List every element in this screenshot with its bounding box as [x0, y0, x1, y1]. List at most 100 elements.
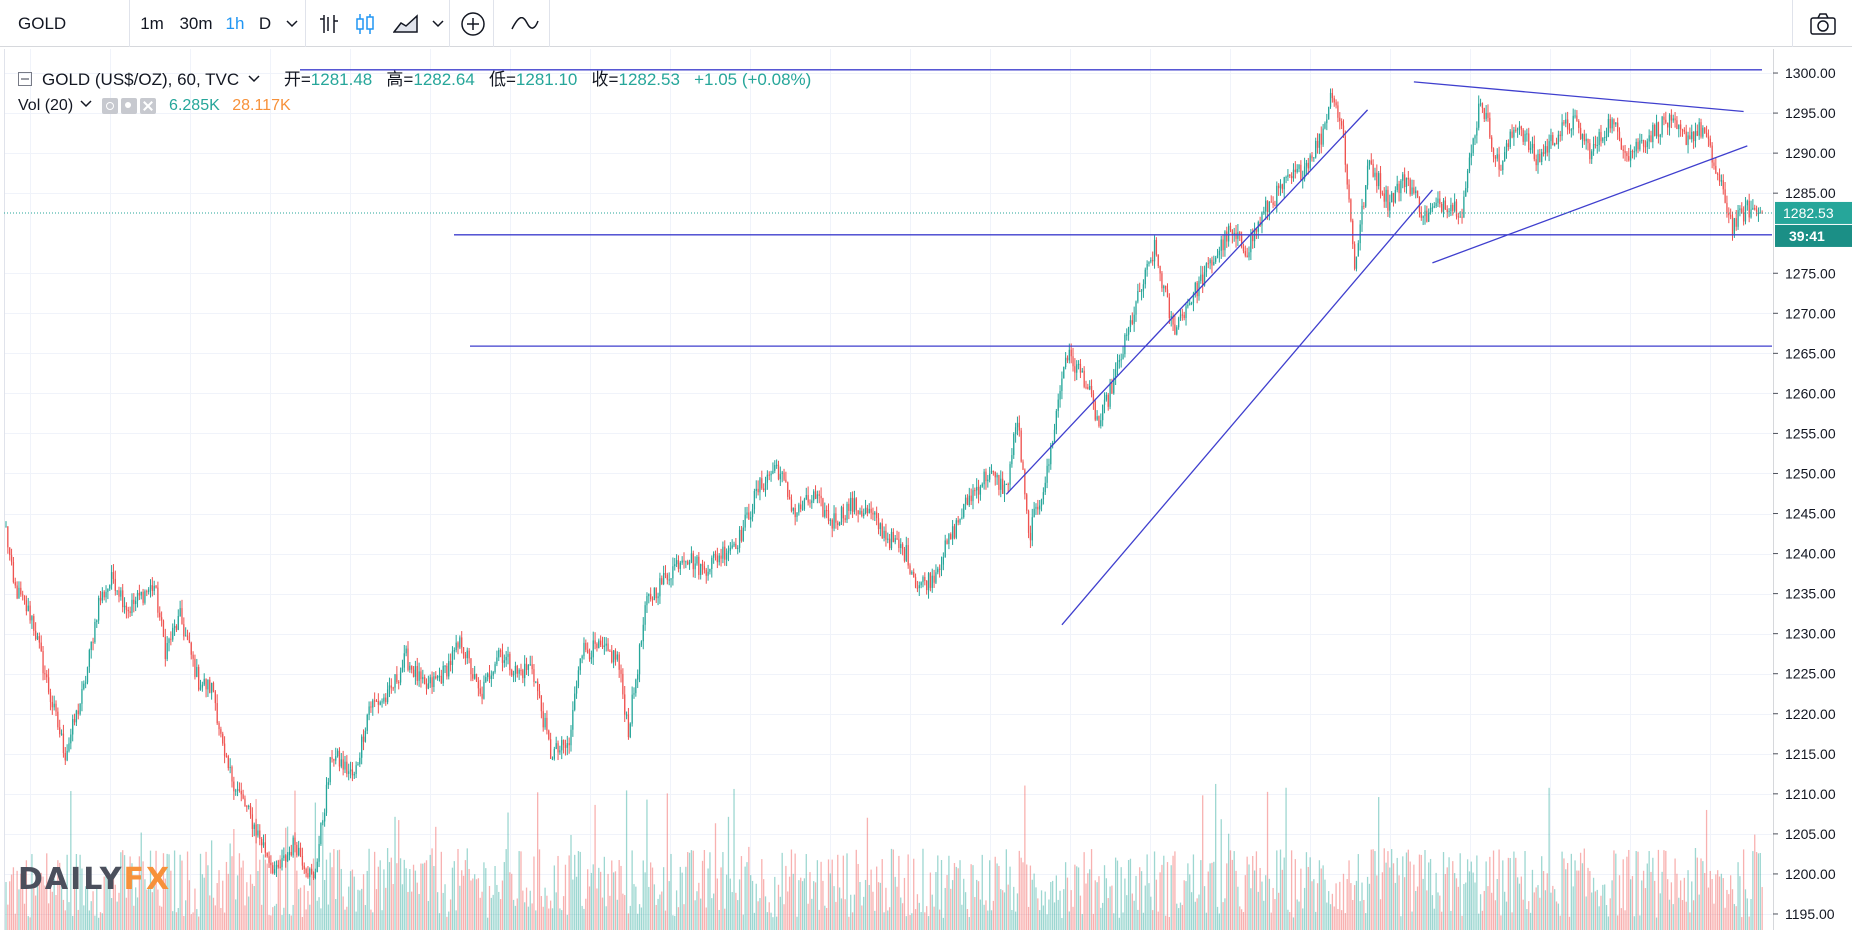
candle-body [672, 566, 674, 579]
bar-style-button[interactable] [312, 0, 346, 47]
volume-bar [283, 907, 285, 930]
candle-body [1289, 174, 1291, 176]
volume-bar [1372, 849, 1374, 930]
candle-body [412, 669, 415, 677]
volume-bar [1316, 883, 1319, 930]
volume-value: 6.285K [169, 97, 220, 114]
screenshot-button[interactable] [1792, 0, 1852, 47]
candle-body [196, 666, 198, 677]
eye-icon[interactable] [101, 97, 118, 114]
axis-background [1773, 49, 1852, 930]
symbol-search[interactable]: GOLD [0, 0, 130, 47]
candle-body [1281, 184, 1284, 190]
candle-body [329, 757, 331, 783]
volume-bar [1090, 849, 1093, 930]
price-axis[interactable]: 1300.001295.001290.001285.001275.001270.… [1773, 49, 1852, 930]
volume-bar [968, 917, 970, 930]
candle-body [1279, 184, 1282, 189]
volume-bar [846, 853, 848, 930]
volume-bar [703, 849, 706, 930]
candle-body [1566, 119, 1569, 130]
volume-bar [214, 905, 216, 930]
volume-bar [848, 916, 850, 930]
candle-body [40, 642, 42, 652]
candle-body [403, 653, 405, 668]
volume-bar [1667, 879, 1669, 930]
candle-body [1513, 129, 1515, 138]
interval-30m[interactable]: 30m [179, 13, 213, 33]
volume-bar [718, 909, 720, 930]
volume-bar [1387, 851, 1389, 930]
volume-title[interactable]: Vol (20) [18, 97, 74, 114]
volume-bar [761, 859, 763, 930]
interval-d[interactable]: D [258, 13, 272, 33]
volume-bar [770, 912, 772, 930]
volume-bar [233, 829, 235, 930]
volume-bar [1655, 917, 1658, 930]
volume-bar [1198, 894, 1200, 930]
close-icon[interactable] [139, 97, 156, 114]
series-title[interactable]: GOLD (US$/OZ), 60, TVC [42, 70, 240, 89]
candle-style-button[interactable] [348, 0, 382, 47]
volume-bar [1081, 913, 1083, 930]
compare-button[interactable] [500, 0, 550, 47]
volume-bar [1678, 897, 1680, 930]
candle-body [1657, 122, 1660, 137]
chevron-down-icon[interactable] [80, 100, 92, 108]
volume-bar [825, 908, 828, 930]
volume-bar [1452, 861, 1454, 930]
minus-box-icon[interactable] [18, 72, 32, 86]
trend-drawings[interactable] [4, 69, 1773, 626]
candle-body [422, 677, 424, 680]
candle-body [572, 709, 574, 730]
interval-1h[interactable]: 1h [225, 13, 245, 33]
candle-body [135, 600, 137, 605]
volume-bar [1283, 857, 1285, 930]
volume-bar [1526, 909, 1528, 930]
candle-body [405, 648, 407, 654]
volume-bar [785, 865, 787, 930]
volume-bar [481, 891, 483, 930]
candle-body [661, 578, 663, 585]
candle-body [720, 555, 722, 559]
candle-body [242, 794, 244, 799]
candle-body [757, 488, 759, 493]
volume-bar [62, 899, 65, 930]
chevron-down-icon[interactable] [248, 75, 260, 83]
volume-bar [1378, 797, 1380, 930]
volume-bar [631, 850, 633, 930]
volume-bar [1055, 875, 1058, 930]
volume-bar [229, 843, 231, 930]
volume-bar [1668, 899, 1671, 930]
volume-bar [957, 868, 959, 930]
volume-bar [1557, 903, 1560, 930]
volume-bar [498, 891, 500, 930]
volume-bar [711, 898, 713, 930]
volume-bar [898, 855, 900, 930]
chart-style-dropdown[interactable] [426, 0, 450, 47]
candle-body [562, 739, 565, 745]
interval-dropdown[interactable] [278, 0, 306, 47]
price-chart-area[interactable]: 1300.00 1295.00 1290.00 1285.00 1275.00 1270.… [0, 49, 1852, 930]
candle-body [1309, 155, 1311, 169]
volume-bar [514, 905, 517, 930]
volume-bar [492, 894, 494, 930]
volume-bar [970, 864, 972, 930]
gear-icon[interactable] [120, 97, 137, 114]
interval-1m[interactable]: 1m [140, 13, 164, 33]
candle-body [981, 484, 983, 487]
candle-body [431, 677, 433, 688]
volume-bar [605, 906, 607, 930]
volume-bar [1478, 913, 1480, 930]
volume-bar [379, 860, 381, 930]
candle-body [88, 650, 91, 668]
candle-body [768, 474, 770, 476]
area-style-button[interactable] [386, 0, 426, 47]
candle-body [1635, 141, 1637, 152]
add-indicator-button[interactable] [452, 0, 494, 47]
volume-bar [1385, 862, 1387, 930]
volume-bar [1048, 899, 1050, 930]
candle-body [698, 556, 700, 575]
volume-bar [542, 906, 544, 930]
chart-canvas[interactable]: 1300.001295.001290.001285.001275.001270.… [0, 49, 1852, 930]
